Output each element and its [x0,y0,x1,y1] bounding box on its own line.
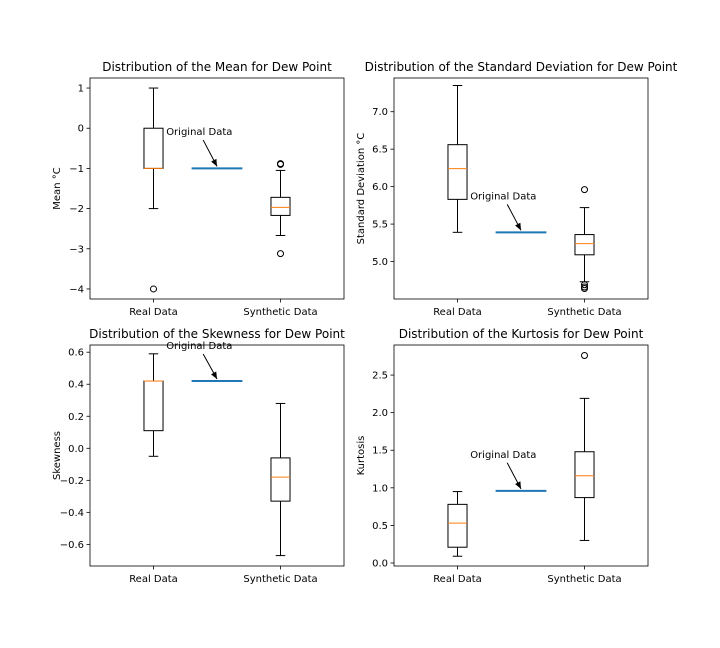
original-data-annotation: Original Data [166,341,232,352]
box-real-data [143,353,164,457]
box-real-data [447,491,468,557]
y-axis-label: Mean °C [52,167,63,209]
box-synthetic-data [574,186,595,293]
y-tick-label: 6.0 [372,182,388,193]
box-real-data [447,84,468,233]
x-tick-label: Real Data [433,574,482,585]
y-axis-label: Skewness [52,431,63,480]
y-tick-label: −1 [69,164,84,175]
y-tick-label: 0.5 [372,521,388,532]
arrow-head [211,158,217,167]
y-tick-label: 1.5 [372,446,388,457]
y-tick-label: 0.4 [68,380,84,391]
arrow-head [515,222,521,231]
box-iqr [447,144,468,200]
box-synthetic-data [270,402,291,557]
x-tick-label: Synthetic Data [243,574,317,585]
y-tick-label: −0.6 [60,540,84,551]
outlier-point [277,250,284,258]
y-tick-label: −2 [69,204,84,215]
chart-title: Distribution of the Standard Deviation f… [365,60,678,74]
y-tick-label: 0 [78,124,84,135]
box-synthetic-data [574,352,595,541]
box-synthetic-data [270,160,291,258]
y-tick-label: 5.5 [372,220,388,231]
chart-title: Distribution of the Kurtosis for Dew Poi… [399,327,644,341]
outlier-point [150,285,157,293]
outlier-point [581,285,588,293]
arrow-head [515,481,521,489]
original-data-annotation: Original Data [166,127,232,138]
axes-frame [89,344,345,567]
arrow-head [210,371,217,380]
x-tick-label: Synthetic Data [547,574,621,585]
y-tick-label: 1 [78,84,84,95]
subplot-2: Distribution of the Standard Deviation f… [356,60,678,318]
y-tick-label: −0.2 [60,476,84,487]
x-tick-label: Real Data [129,574,178,585]
outlier-point [581,352,588,360]
y-tick-label: 1.0 [372,483,388,494]
x-tick-label: Synthetic Data [547,307,621,318]
box-iqr [143,380,164,432]
x-tick-label: Real Data [433,307,482,318]
y-tick-label: −4 [69,284,84,295]
y-tick-label: 6.5 [372,145,388,156]
chart-title: Distribution of the Skewness for Dew Poi… [89,327,345,341]
y-axis-label: Kurtosis [356,436,367,476]
x-tick-label: Synthetic Data [243,307,317,318]
axes-frame [393,344,649,567]
outlier-point [277,160,284,168]
axes-frame [89,77,345,300]
outlier-point [581,186,588,194]
y-tick-label: 0.6 [68,348,84,359]
y-tick-label: 7.0 [372,107,388,118]
box-iqr [270,196,291,216]
y-tick-label: −3 [69,244,84,255]
y-tick-label: 2.0 [372,408,388,419]
axes-frame [393,77,649,300]
subplot-3: Distribution of the Skewness for Dew Poi… [52,327,345,585]
box-real-data [143,87,164,293]
box-iqr [574,451,595,499]
original-data-annotation: Original Data [470,191,536,202]
box-iqr [574,234,595,256]
original-data-annotation: Original Data [470,450,536,461]
y-tick-label: 0.0 [372,558,388,569]
y-tick-label: 0.0 [68,444,84,455]
subplot-4: Distribution of the Kurtosis for Dew Poi… [356,327,649,585]
y-tick-label: 2.5 [372,371,388,382]
chart-title: Distribution of the Mean for Dew Point [102,60,332,74]
y-tick-label: 0.2 [68,412,84,423]
subplot-1: Distribution of the Mean for Dew Point 1 0… [52,60,345,318]
box-iqr [447,503,468,548]
y-axis-label: Standard Deviation °C [356,133,367,245]
outlier-point [581,281,588,289]
x-tick-label: Real Data [129,307,178,318]
y-tick-label: 5.0 [372,257,388,268]
y-tick-label: −0.4 [60,508,84,519]
box-iqr [270,457,291,502]
box-iqr [143,127,164,169]
